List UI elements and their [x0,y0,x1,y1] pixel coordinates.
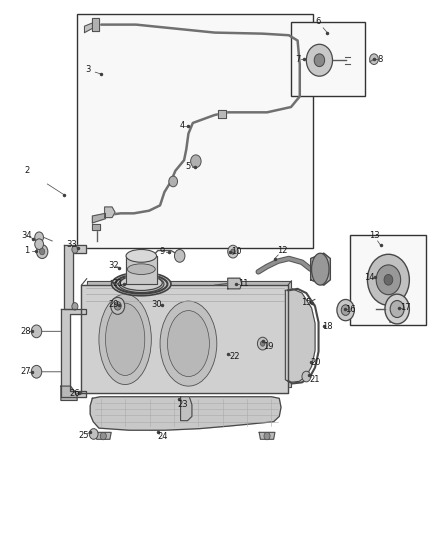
Text: 13: 13 [369,231,379,240]
Text: 29: 29 [108,300,119,309]
Circle shape [231,249,235,254]
Bar [77,14,313,248]
Circle shape [258,337,268,350]
Text: 8: 8 [378,55,383,63]
Text: 12: 12 [277,246,288,255]
Text: 15: 15 [301,298,311,307]
Ellipse shape [120,276,162,290]
Polygon shape [180,397,192,421]
Circle shape [72,303,78,310]
Text: 6: 6 [315,18,321,27]
Circle shape [384,274,393,285]
Polygon shape [90,397,281,430]
Text: 24: 24 [157,432,167,441]
Circle shape [36,245,48,259]
Text: 26: 26 [70,389,80,398]
Circle shape [376,265,401,295]
Text: 11: 11 [238,279,248,288]
Polygon shape [85,23,92,33]
Text: 19: 19 [263,342,274,351]
Text: 21: 21 [310,375,320,384]
Circle shape [261,341,265,346]
Circle shape [228,245,238,258]
Circle shape [89,429,98,439]
Text: 23: 23 [178,400,188,409]
Polygon shape [259,432,275,439]
Bar [350,235,426,325]
Circle shape [31,366,42,378]
Text: 17: 17 [401,303,411,312]
Text: 16: 16 [345,304,355,313]
Text: 7: 7 [295,55,300,63]
Ellipse shape [126,249,156,262]
Text: 27: 27 [21,367,32,376]
Ellipse shape [119,276,164,293]
Polygon shape [218,110,226,118]
Circle shape [314,54,325,67]
Polygon shape [64,245,86,309]
Circle shape [341,305,350,316]
Text: 5: 5 [186,162,191,171]
Circle shape [111,297,125,314]
Text: 32: 32 [108,261,119,270]
Circle shape [191,155,201,167]
Circle shape [174,249,185,262]
Circle shape [39,248,45,255]
Ellipse shape [167,311,209,376]
Polygon shape [105,207,115,217]
Ellipse shape [99,294,151,384]
Text: 2: 2 [24,166,29,175]
Text: 30: 30 [152,300,162,309]
Polygon shape [311,253,330,285]
Text: 22: 22 [229,352,240,361]
Bar [291,22,365,96]
Circle shape [264,432,270,440]
Polygon shape [61,386,77,400]
Circle shape [169,176,177,187]
Polygon shape [92,18,99,31]
Circle shape [367,254,410,305]
Circle shape [390,301,404,318]
Polygon shape [87,281,291,386]
Text: 10: 10 [231,247,242,256]
Ellipse shape [311,253,329,285]
Polygon shape [92,224,100,230]
Ellipse shape [112,272,171,296]
Circle shape [35,232,43,243]
Polygon shape [61,309,86,397]
Circle shape [385,294,410,324]
Text: 1: 1 [24,246,29,255]
Text: 20: 20 [311,358,321,367]
Circle shape [72,246,78,253]
Text: 34: 34 [21,231,32,240]
Circle shape [100,432,106,440]
Text: 18: 18 [322,321,332,330]
Circle shape [35,239,43,249]
Circle shape [370,54,378,64]
Circle shape [337,300,354,321]
Text: 3: 3 [85,66,91,74]
Ellipse shape [106,303,145,375]
Text: 4: 4 [179,121,184,130]
Text: 25: 25 [78,431,89,440]
Circle shape [302,371,311,382]
Text: 14: 14 [364,273,375,281]
Circle shape [114,302,121,310]
Polygon shape [228,278,242,289]
Circle shape [306,44,332,76]
Text: 9: 9 [159,247,165,256]
Polygon shape [92,213,106,223]
Text: 33: 33 [66,240,77,249]
Circle shape [31,325,42,338]
Polygon shape [126,256,156,284]
Ellipse shape [127,264,155,274]
Polygon shape [286,289,315,382]
Polygon shape [81,285,288,393]
Ellipse shape [160,301,217,386]
Polygon shape [95,432,111,439]
Text: 31: 31 [113,279,123,288]
Text: 28: 28 [21,327,32,336]
